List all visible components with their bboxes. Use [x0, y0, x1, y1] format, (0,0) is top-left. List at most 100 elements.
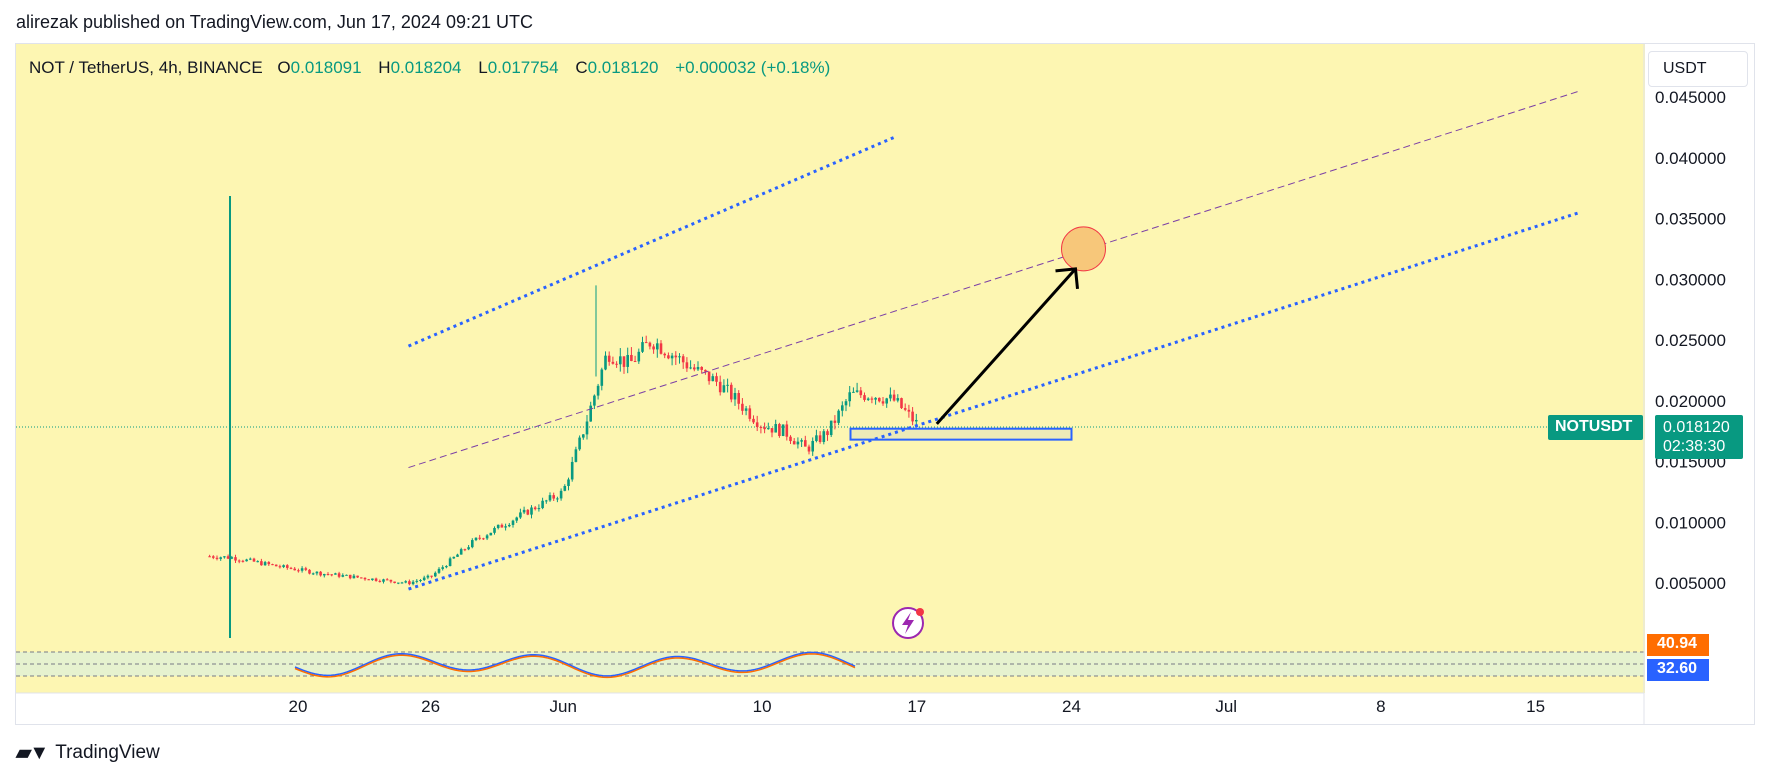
- candle-body: [844, 401, 848, 406]
- candle-body: [234, 557, 237, 561]
- candle-body: [818, 435, 822, 442]
- candle-body: [704, 369, 707, 372]
- channel-lower-line[interactable]: [408, 210, 1581, 591]
- price-tick-label: 0.020000: [1655, 392, 1726, 411]
- candle-body: [367, 579, 370, 581]
- candle-body: [604, 355, 607, 370]
- candle-body: [526, 509, 530, 515]
- price-tick-label: 0.005000: [1655, 574, 1726, 593]
- candle-body: [334, 573, 337, 575]
- target-circle[interactable]: [1061, 226, 1106, 272]
- candle-body: [630, 354, 633, 362]
- candle-body: [430, 575, 433, 577]
- candle-body: [474, 537, 478, 541]
- candle-body: [593, 395, 596, 406]
- candle-body: [356, 575, 359, 578]
- candle-body: [241, 560, 245, 562]
- candle-body: [404, 581, 407, 583]
- candle-body: [393, 581, 396, 584]
- oscillator-d-line: [294, 653, 856, 679]
- candle-body: [582, 434, 585, 438]
- candle-body: [678, 356, 681, 358]
- candle-body: [500, 524, 504, 528]
- high-label: H: [378, 58, 391, 77]
- chart-drawings: [407, 90, 1581, 591]
- candle-body: [456, 554, 459, 557]
- candle-body: [652, 346, 655, 350]
- candle-body: [852, 391, 855, 393]
- price-tick-label: 0.010000: [1655, 513, 1726, 532]
- candle-body: [767, 428, 770, 430]
- time-tick-label: 10: [753, 697, 772, 716]
- candle-body: [574, 449, 578, 462]
- candle-body: [463, 549, 467, 551]
- channel-mid-line[interactable]: [408, 90, 1580, 469]
- candle-body: [319, 571, 322, 576]
- candle-body: [589, 405, 592, 422]
- candle-body: [774, 424, 777, 433]
- legend-symbol[interactable]: NOT / TetherUS, 4h, BINANCE: [29, 58, 263, 77]
- candle-body: [286, 565, 289, 568]
- candle-body: [889, 394, 892, 399]
- oscillator-value-a: 40.94: [1647, 634, 1709, 656]
- candle-body: [615, 363, 618, 365]
- candle-body: [826, 431, 829, 436]
- lightning-alert-icon[interactable]: [892, 607, 924, 639]
- candle-body: [374, 578, 378, 581]
- candle-body: [659, 343, 663, 354]
- footer-brand[interactable]: TradingView: [55, 741, 160, 763]
- candle-body: [400, 582, 404, 584]
- candle-body: [781, 424, 785, 436]
- currency-button[interactable]: USDT: [1648, 51, 1748, 87]
- candle-body: [452, 556, 456, 559]
- candle-body: [656, 343, 659, 350]
- time-tick-label: 20: [289, 697, 308, 716]
- footer: ▰▼ TradingView: [16, 740, 160, 765]
- candle-body: [426, 575, 430, 578]
- symbol-price-tag: NOTUSDT: [1548, 415, 1643, 440]
- projection-arrow[interactable]: [935, 267, 1077, 425]
- candle-body: [215, 557, 219, 559]
- candle-body: [833, 420, 837, 423]
- candle-body: [892, 394, 896, 401]
- candle-body: [759, 426, 763, 428]
- candle-body: [859, 390, 863, 396]
- candle-body: [744, 408, 748, 411]
- candle-body: [644, 342, 648, 344]
- candle-body: [533, 507, 537, 510]
- close-label: C: [575, 58, 588, 77]
- candle-body: [693, 367, 696, 370]
- candle-body: [855, 390, 859, 392]
- candle-body: [563, 486, 567, 491]
- candle-body: [445, 566, 448, 568]
- candle-body: [378, 580, 382, 582]
- support-zone-box[interactable]: [849, 427, 1073, 441]
- candle-body: [848, 392, 851, 402]
- candle-body: [696, 367, 700, 370]
- candle-body: [249, 558, 252, 560]
- candle-body: [219, 557, 222, 559]
- candle-body: [559, 490, 563, 499]
- candle-body: [903, 408, 907, 410]
- candle-body: [389, 579, 393, 582]
- chart-frame: [15, 43, 1755, 725]
- candle-body: [212, 556, 215, 558]
- candle-body: [271, 564, 274, 566]
- time-tick-label: Jun: [549, 697, 576, 716]
- candle-body: [263, 562, 267, 566]
- candle-body: [408, 581, 411, 585]
- candle-body: [252, 558, 256, 562]
- candle-body: [360, 577, 363, 579]
- candle-body: [471, 540, 474, 548]
- candle-body: [223, 556, 226, 558]
- candle-body: [437, 568, 441, 573]
- candle-body: [448, 558, 452, 567]
- candle-body: [530, 507, 533, 515]
- candle-body: [515, 517, 518, 521]
- candle-body: [726, 384, 729, 386]
- publish-info: alirezak published on TradingView.com, J…: [16, 12, 533, 32]
- channel-upper-line[interactable]: [407, 135, 896, 348]
- candle-body: [670, 355, 674, 359]
- candle-body: [778, 424, 781, 436]
